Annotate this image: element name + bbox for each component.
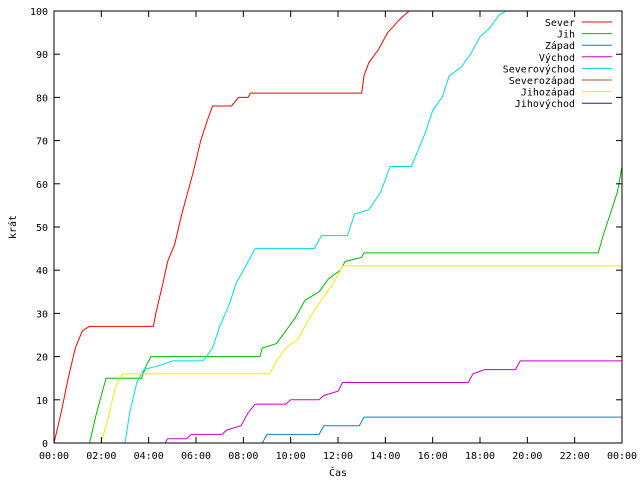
series-lines xyxy=(54,11,622,443)
series-line-2 xyxy=(261,416,622,443)
y-tick-label: 50 xyxy=(36,223,48,234)
y-tick-label: 30 xyxy=(36,309,48,320)
x-tick-label: 10:00 xyxy=(276,451,306,462)
x-tick-label: 18:00 xyxy=(465,451,495,462)
y-axis-label: krát xyxy=(7,215,19,239)
x-tick-label: 00:00 xyxy=(607,451,637,462)
y-tick-label: 40 xyxy=(36,266,48,277)
series-line-0 xyxy=(54,11,410,443)
x-tick-label: 08:00 xyxy=(228,451,258,462)
y-tick-label: 80 xyxy=(36,93,48,104)
y-tick-label: 20 xyxy=(36,353,48,364)
legend-label: Západ xyxy=(545,40,575,52)
legend-label: Sever xyxy=(545,18,575,29)
x-tick-label: 14:00 xyxy=(370,451,400,462)
y-axis: 0 10 20 30 40 50 60 70 80 90 100 xyxy=(30,7,622,450)
x-tick-label: 04:00 xyxy=(134,451,164,462)
y-tick-label: 10 xyxy=(36,396,48,407)
legend-label: Jihozápad xyxy=(521,87,575,99)
x-tick-label: 02:00 xyxy=(86,451,116,462)
legend-label: Severozápad xyxy=(509,75,575,87)
x-axis: 00:00 02:00 04:00 06:00 08:00 10:00 12:00 14:00… xyxy=(39,11,637,462)
y-tick-label: 60 xyxy=(36,180,48,191)
y-tick-label: 70 xyxy=(36,137,48,148)
legend: SeverJihZápadVýchodSeverovýchodSeverozáp… xyxy=(503,18,612,110)
x-axis-label: Čas xyxy=(329,466,347,479)
x-tick-label: 16:00 xyxy=(418,451,448,462)
x-tick-label: 22:00 xyxy=(560,451,590,462)
x-tick-label: 12:00 xyxy=(323,451,353,462)
series-line-4 xyxy=(124,11,507,443)
legend-label: Severovýchod xyxy=(503,63,575,75)
legend-label: Východ xyxy=(539,52,575,64)
legend-label: Jihovýchod xyxy=(515,98,575,110)
x-tick-label: 06:00 xyxy=(181,451,211,462)
x-tick-label: 00:00 xyxy=(39,451,69,462)
y-tick-label: 90 xyxy=(36,50,48,61)
y-tick-label: 0 xyxy=(42,439,48,450)
series-line-1 xyxy=(89,166,622,443)
series-line-6 xyxy=(100,265,622,443)
x-tick-label: 20:00 xyxy=(512,451,542,462)
series-line-3 xyxy=(164,360,622,443)
y-tick-label: 100 xyxy=(30,7,48,18)
legend-label: Jih xyxy=(557,30,575,41)
